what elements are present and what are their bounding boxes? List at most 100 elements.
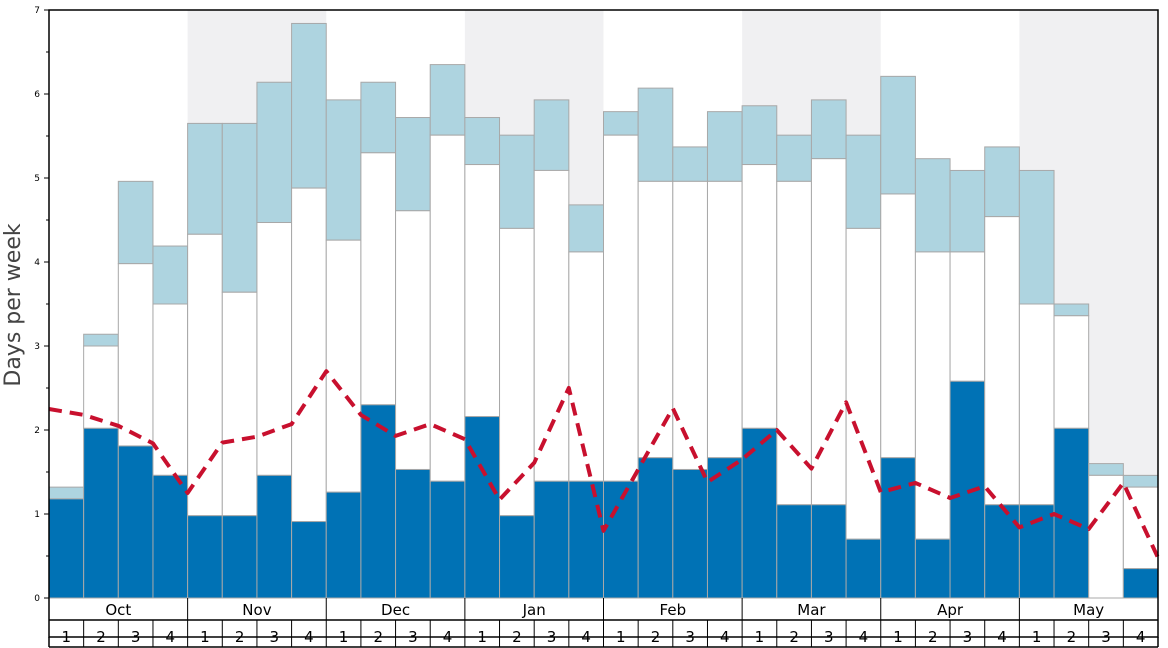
bar-bottom-segment [291,521,327,599]
bar-middle-segment [117,263,154,447]
bar-middle-segment [637,180,674,459]
bar-bottom-segment [221,515,258,599]
bar-middle-segment [845,227,882,540]
month-label-mar: Mar [797,601,826,619]
bar-bottom-segment [568,480,604,599]
bar-top-segment [880,75,916,195]
y-tick-label: 1 [34,510,40,520]
bar-bottom-segment [533,480,570,599]
bar-top-segment [672,146,708,182]
y-axis: 0 1 2 3 4 5 6 7 [34,6,49,604]
bar-middle-segment [221,291,258,517]
bar-bottom-segment [464,416,501,599]
bar-middle-segment [880,193,916,459]
bar-top-segment [533,99,570,171]
bar-middle-segment [464,164,501,418]
average-line [48,369,1160,559]
bar-top-segment [187,122,223,235]
y-tick-label: 7 [34,6,40,16]
bar-bottom-segment [256,474,293,599]
bar-bottom-segment [706,457,743,599]
bar-middle-segment [1018,303,1055,506]
bar-middle-segment [949,251,986,382]
bar-middle-segment [1053,315,1090,429]
bar-top-segment [1088,463,1124,476]
bar-middle-segment [429,134,466,482]
y-tick-label: 3 [34,342,40,352]
bar-bottom-segment [845,538,882,599]
bar-top-segment [256,81,293,224]
bar-bottom-segment [395,468,431,599]
bar-middle-segment [1088,474,1124,599]
bar-top-segment [706,111,743,182]
bar-top-segment [1018,169,1055,305]
bar-bottom-segment [360,404,397,599]
week-label: 3 [824,628,834,646]
week-label: 4 [443,628,453,646]
bar-middle-segment [187,233,223,517]
week-label: 1 [893,628,903,646]
week-label: 3 [131,628,141,646]
bar-middle-segment [325,239,362,493]
y-tick-label: 5 [34,174,40,184]
week-label: 2 [373,628,383,646]
bar-bottom-segment [152,474,189,599]
bar-middle-segment [568,251,604,482]
bar-middle-segment [533,169,570,482]
y-axis-label: Days per week [1,223,26,386]
bar-top-segment [360,81,397,154]
bar-bottom-segment [880,457,916,599]
bar-bottom-segment [499,515,535,599]
bar-bottom-segment [1122,568,1159,599]
bar-top-segment [117,180,154,265]
bar-bottom-segment [325,491,362,599]
week-label: 4 [166,628,176,646]
bar-top-segment [325,99,362,241]
bar-top-segment [499,134,535,229]
week-label: 2 [96,628,106,646]
week-label: 1 [339,628,349,646]
month-label-oct: Oct [105,601,131,619]
bar-top-segment [741,105,778,166]
bar-bottom-segment [187,515,223,599]
bar-bottom-segment [603,480,639,599]
week-label: 4 [1136,628,1146,646]
week-label: 4 [304,628,314,646]
week-label: 4 [720,628,730,646]
bar-bottom-segment [48,498,85,599]
month-label-jan: Jan [522,601,546,619]
bar-middle-segment [706,180,743,459]
bar-top-segment [568,204,604,253]
y-tick-label: 4 [34,258,40,268]
week-label: 3 [547,628,557,646]
bar-top-segment [810,99,847,160]
week-label: 3 [963,628,973,646]
bar-bottom-segment [1053,427,1090,599]
week-label: 1 [1032,628,1042,646]
week-label: 4 [997,628,1007,646]
bar-middle-segment [672,180,708,470]
bar-bottom-segment [672,468,708,599]
bar-bottom-segment [914,538,951,599]
y-tick-label: 0 [34,594,40,604]
week-label: 2 [789,628,799,646]
month-label-apr: Apr [937,601,964,619]
bar-top-segment [637,87,674,182]
bar-top-segment [1122,474,1159,488]
bar-top-segment [83,333,119,347]
bar-top-segment [776,134,812,182]
bar-middle-segment [810,158,847,506]
bar-top-segment [914,158,951,253]
month-label-nov: Nov [242,601,271,619]
week-label: 1 [62,628,72,646]
week-label: 1 [755,628,765,646]
bar-bottom-segment [637,457,674,599]
week-label: 2 [235,628,245,646]
y-tick-label: 2 [34,426,40,436]
bar-top-segment [464,117,501,166]
week-label: 2 [512,628,522,646]
bar-middle-segment [83,345,119,429]
bar-top-segment [395,117,431,212]
week-label: 2 [1067,628,1077,646]
